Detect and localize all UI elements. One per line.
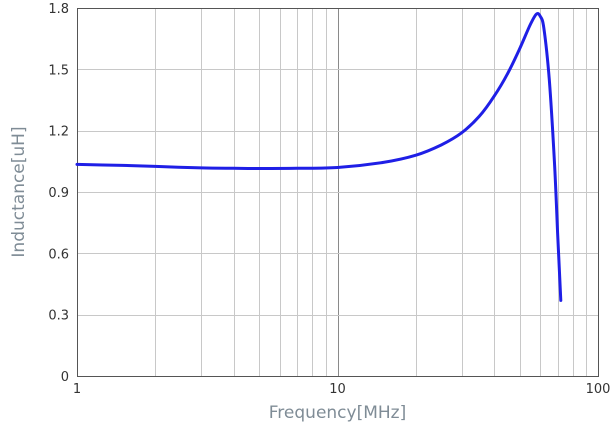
y-tick-label: 0.9 [48, 186, 69, 201]
x-tick-label: 10 [329, 382, 346, 397]
y-axis-title: Inductance[uH] [9, 126, 29, 257]
x-tick-label: 100 [586, 382, 611, 397]
tick-labels: 1 10 100 0 0.3 0.6 0.9 1.2 1.5 1.8 [48, 2, 610, 397]
x-axis-title: Frequency[MHz] [269, 403, 406, 423]
y-tick-label: 1.5 [48, 63, 69, 78]
inductance-series-line [75, 12, 563, 302]
y-tick-label: 1.2 [48, 125, 69, 140]
x-tick-label: 1 [73, 382, 81, 397]
y-tick-label: 0 [61, 370, 69, 385]
series-layer [75, 12, 563, 302]
plot-frame [77, 8, 599, 377]
y-tick-label: 0.6 [48, 247, 69, 262]
y-tick-label: 1.8 [48, 2, 69, 17]
y-tick-label: 0.3 [48, 309, 69, 324]
